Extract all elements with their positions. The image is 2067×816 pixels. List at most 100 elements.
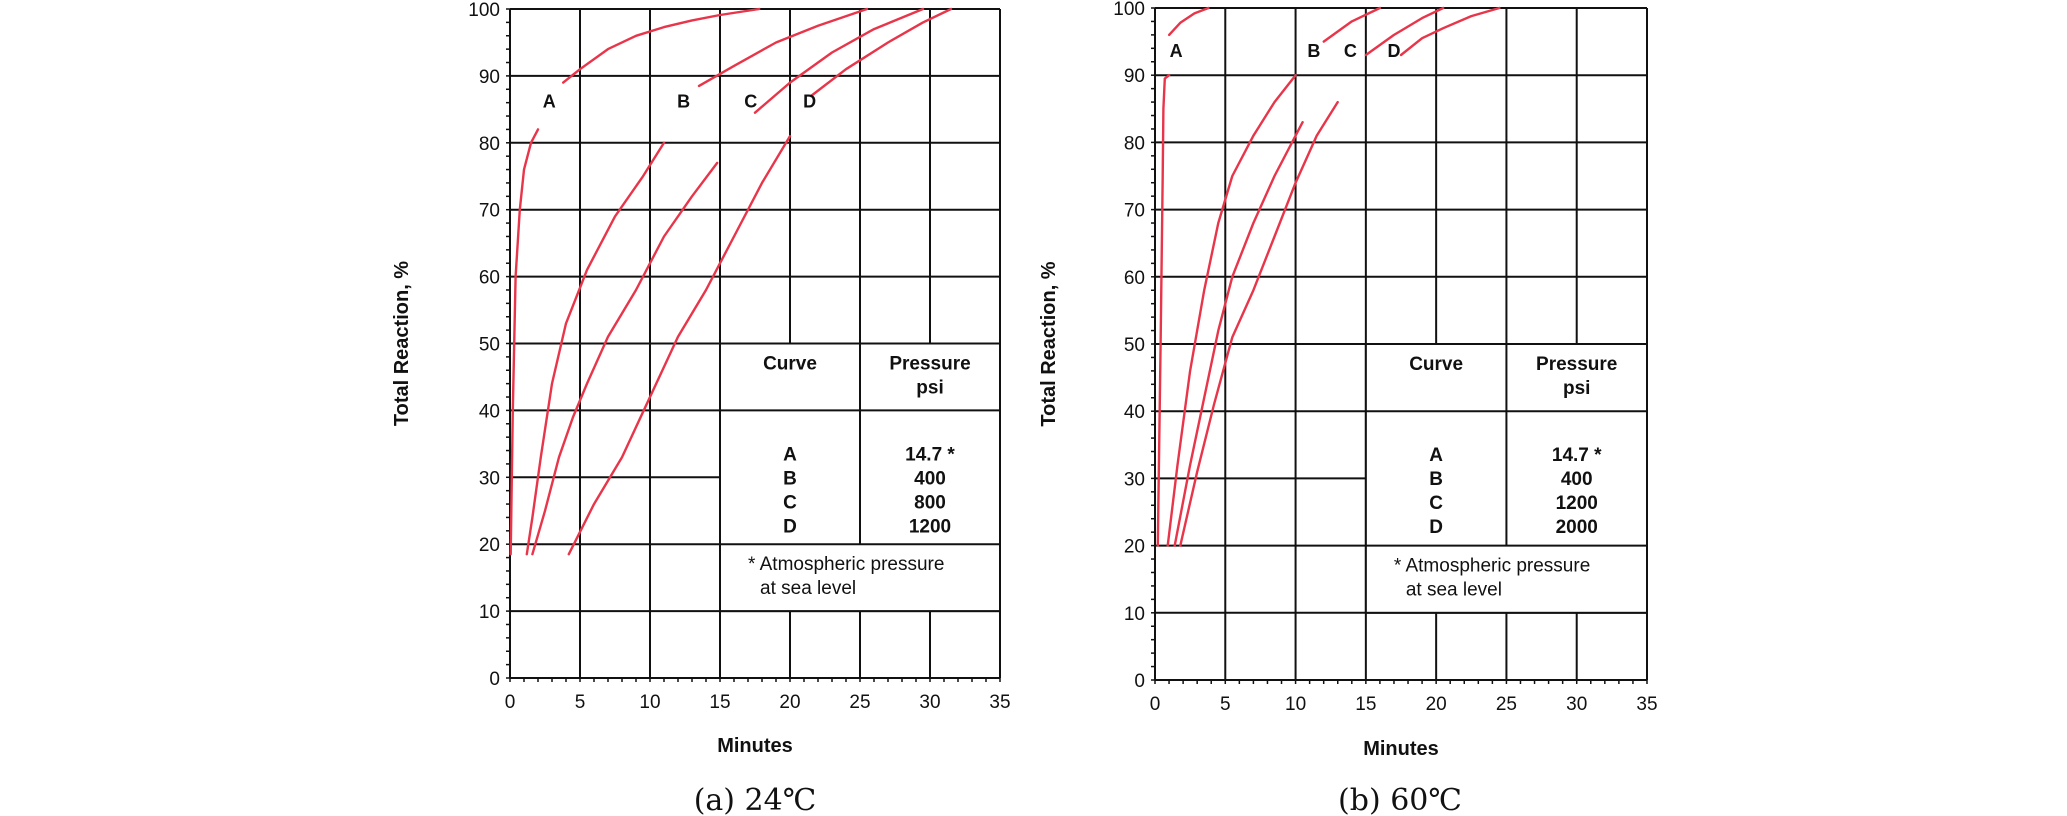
series-line-c — [1364, 6, 1445, 57]
y-tick-label: 60 — [479, 268, 500, 289]
x-tick-label: 0 — [505, 692, 516, 713]
series-line-d — [1399, 6, 1501, 57]
legend-curve-name: C — [1429, 493, 1443, 514]
y-tick-label: 100 — [468, 0, 500, 21]
legend-note: at sea level — [1406, 580, 1502, 601]
series-line-a — [562, 7, 761, 84]
y-tick-label: 70 — [479, 201, 500, 222]
x-tick-label: 5 — [1220, 694, 1231, 715]
series-line-d — [809, 7, 953, 98]
x-tick-label: 35 — [1636, 694, 1657, 715]
legend-header-pressure: Pressure — [889, 354, 970, 375]
y-tick-label: 20 — [1124, 537, 1145, 558]
x-tick-label: 35 — [989, 692, 1010, 713]
legend-table: Curve Pressure psi A 14.7 * B 400 C 800 D 1200 * At… — [719, 342, 1001, 613]
y-tick-label: 80 — [1124, 133, 1145, 154]
legend-pressure-value: 14.7 * — [905, 444, 955, 465]
y-tick-label: 10 — [1124, 604, 1145, 625]
curve-label-c: C — [1344, 41, 1357, 61]
x-tick-label: 15 — [709, 692, 730, 713]
legend-curve-name: D — [783, 516, 797, 537]
legend-curve-name: D — [1429, 517, 1443, 538]
figure-caption: (a) 24℃ — [694, 783, 817, 816]
curve-label-a: A — [1170, 41, 1183, 61]
x-tick-label: 25 — [849, 692, 870, 713]
y-tick-label: 100 — [1113, 0, 1145, 20]
legend-curve-name: A — [783, 444, 797, 465]
legend-pressure-value: 2000 — [1556, 517, 1598, 538]
series-line-b — [525, 141, 666, 556]
curve-label-d: D — [1387, 41, 1400, 61]
legend-curve-name: B — [1429, 469, 1443, 490]
figure-caption: (b) 60℃ — [1338, 783, 1462, 816]
series-line-b — [697, 7, 869, 88]
y-tick-label: 50 — [479, 335, 500, 356]
y-tick-label: 10 — [479, 602, 500, 623]
legend-curve-name: A — [1429, 445, 1443, 466]
y-tick-label: 30 — [479, 468, 500, 489]
series-line-b — [1166, 74, 1297, 547]
chart-panel-b: 0 5 10 15 20 25 30 35 0 10 20 30 40 50 60 70 80 90 100 Minu… — [1038, 0, 1658, 816]
legend-pressure-value: 14.7 * — [1552, 445, 1602, 466]
y-axis-title: Total Reaction, % — [1038, 261, 1060, 426]
series-group — [509, 7, 953, 556]
x-tick-label: 25 — [1496, 694, 1517, 715]
series-line-d — [1179, 100, 1339, 547]
curve-label-b: B — [677, 91, 690, 111]
legend-note: at sea level — [760, 578, 856, 599]
y-tick-label: 0 — [489, 669, 500, 690]
series-line-d — [567, 134, 792, 556]
x-tick-label: 15 — [1355, 694, 1376, 715]
y-tick-label: 40 — [479, 401, 500, 422]
y-tick-label: 20 — [479, 535, 500, 556]
legend-curve-name: B — [783, 468, 797, 489]
legend-header-pressure: Pressure — [1536, 354, 1617, 375]
x-axis-title: Minutes — [717, 735, 793, 757]
legend-pressure-value: 400 — [1561, 469, 1593, 490]
legend-pressure-value: 1200 — [909, 516, 951, 537]
x-tick-label: 0 — [1150, 694, 1161, 715]
series-line-b — [1322, 6, 1382, 43]
series-group — [1156, 6, 1501, 547]
legend-note: * Atmospheric pressure — [1394, 556, 1590, 577]
y-tick-label: 80 — [479, 134, 500, 155]
legend-header-curve: Curve — [763, 354, 817, 375]
y-tick-label: 90 — [1124, 66, 1145, 87]
x-tick-label: 30 — [919, 692, 940, 713]
curve-label-b: B — [1307, 41, 1320, 61]
series-line-a — [509, 128, 540, 556]
legend-pressure-value: 800 — [914, 492, 946, 513]
y-tick-label: 40 — [1124, 402, 1145, 423]
series-line-a — [1167, 6, 1210, 37]
series-line-c — [531, 161, 719, 556]
chart-panel-a: 0 5 10 15 20 25 30 35 0 10 20 30 40 50 60 70 80 90 100 Minu… — [391, 0, 1011, 816]
y-tick-label: 60 — [1124, 268, 1145, 289]
y-tick-label: 70 — [1124, 201, 1145, 222]
x-tick-label: 10 — [1285, 694, 1306, 715]
curve-label-c: C — [744, 91, 757, 111]
x-tick-label: 20 — [779, 692, 800, 713]
y-tick-label: 0 — [1134, 671, 1145, 692]
curve-label-d: D — [803, 91, 816, 111]
legend-header-unit: psi — [916, 378, 943, 399]
series-line-c — [1173, 121, 1304, 547]
legend-header-unit: psi — [1563, 378, 1590, 399]
x-tick-label: 10 — [639, 692, 660, 713]
x-tick-label: 20 — [1426, 694, 1447, 715]
legend-header-curve: Curve — [1409, 354, 1463, 375]
legend-pressure-value: 400 — [914, 468, 946, 489]
legend-table: Curve Pressure psi A 14.7 * B 400 C 1200 D 2000 * A… — [1364, 343, 1649, 614]
y-tick-label: 30 — [1124, 469, 1145, 490]
curve-label-a: A — [543, 91, 556, 111]
legend-pressure-value: 1200 — [1556, 493, 1598, 514]
x-axis-title: Minutes — [1363, 738, 1439, 760]
x-tick-label: 5 — [575, 692, 586, 713]
x-tick-label: 30 — [1566, 694, 1587, 715]
y-axis-title: Total Reaction, % — [391, 261, 413, 426]
y-tick-label: 90 — [479, 67, 500, 88]
series-line-c — [753, 7, 925, 114]
series-line-a — [1156, 74, 1171, 547]
legend-curve-name: C — [783, 492, 797, 513]
legend-note: * Atmospheric pressure — [748, 554, 944, 575]
